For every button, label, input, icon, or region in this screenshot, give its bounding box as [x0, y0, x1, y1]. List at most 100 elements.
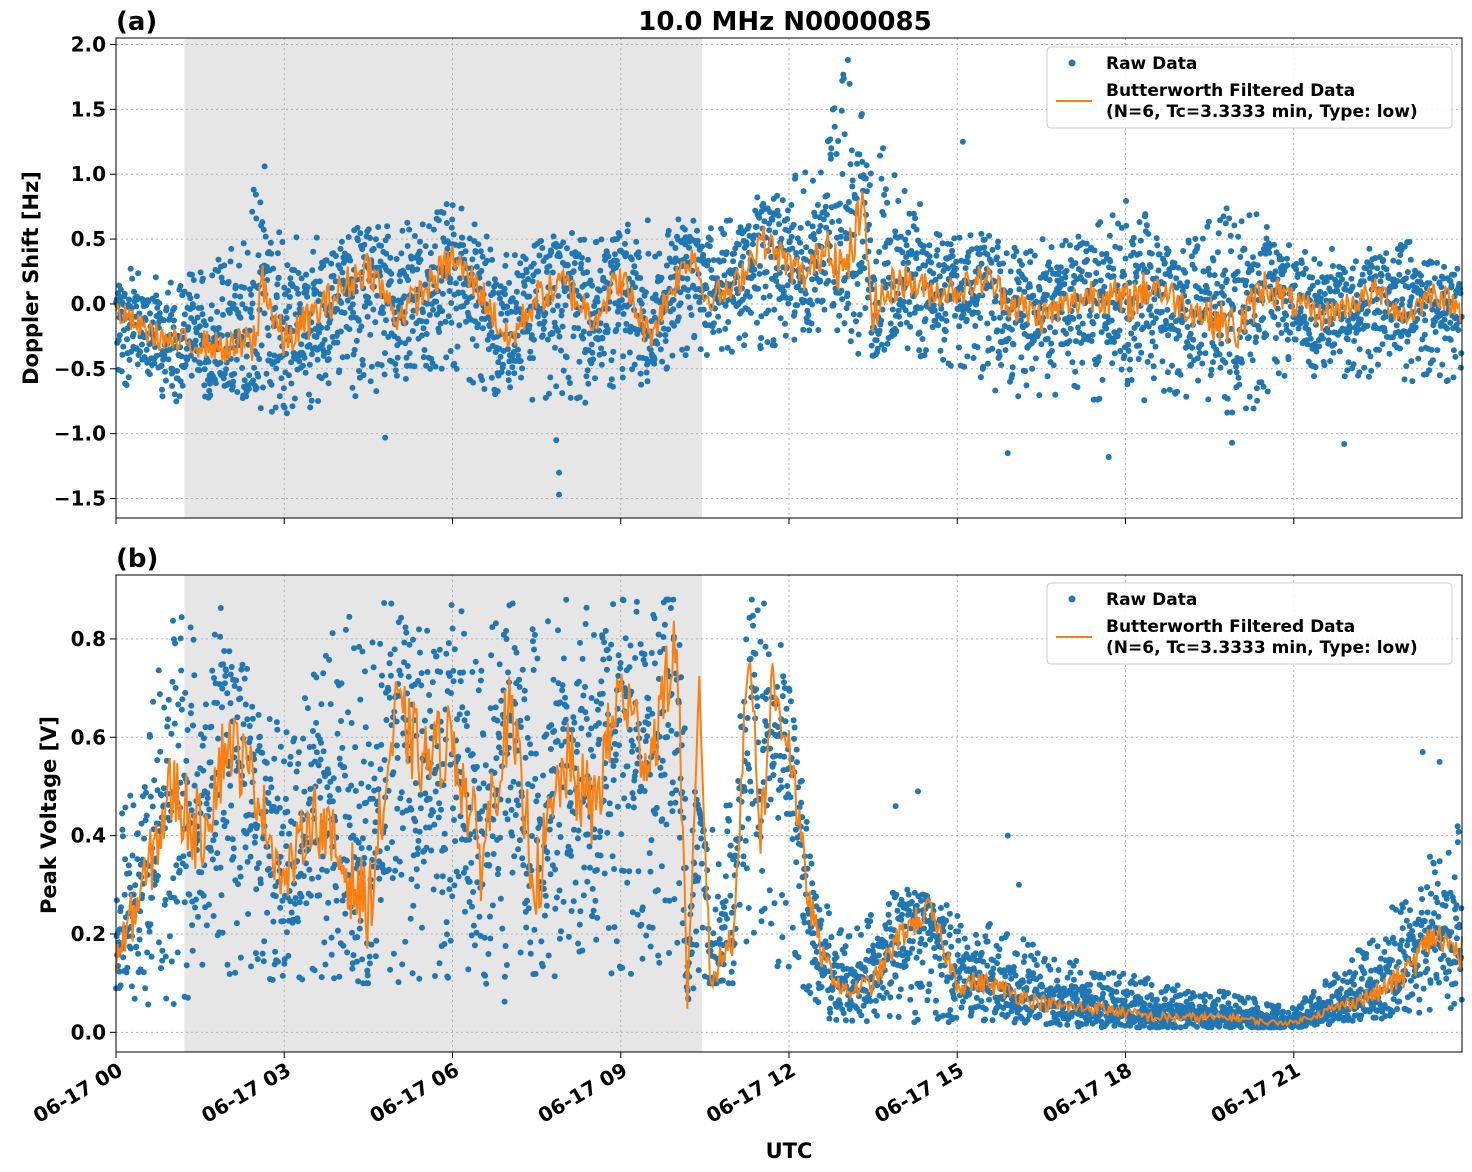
raw-data-point — [350, 351, 357, 358]
raw-data-point — [1283, 322, 1290, 329]
raw-data-point — [1179, 287, 1186, 294]
raw-data-point — [715, 313, 722, 320]
raw-data-point — [200, 735, 207, 742]
raw-data-point — [162, 896, 169, 903]
raw-data-point — [839, 296, 846, 303]
raw-data-point — [550, 307, 557, 314]
y-tick-label: −0.5 — [54, 357, 106, 381]
raw-data-point — [777, 315, 784, 322]
raw-data-point — [447, 348, 454, 354]
raw-data-point — [161, 901, 168, 908]
raw-data-outlier — [1004, 450, 1011, 457]
raw-data-point — [754, 194, 761, 201]
raw-data-point — [590, 753, 597, 760]
raw-data-point — [1016, 286, 1023, 293]
raw-data-point — [295, 270, 302, 276]
raw-data-point — [540, 772, 547, 779]
raw-data-point — [420, 354, 427, 361]
raw-data-point — [541, 318, 548, 325]
raw-data-point — [858, 111, 865, 117]
raw-data-point — [1125, 341, 1132, 348]
raw-data-point — [1156, 251, 1163, 258]
raw-data-point — [943, 317, 950, 324]
raw-data-point — [802, 290, 809, 297]
raw-data-point — [350, 952, 357, 959]
raw-data-point — [583, 715, 590, 722]
raw-data-point — [1166, 386, 1173, 393]
raw-data-point — [560, 239, 567, 246]
raw-data-point — [793, 250, 800, 256]
raw-data-point — [191, 319, 198, 325]
raw-data-point — [1249, 357, 1256, 364]
y-tick-label: 2.0 — [71, 32, 106, 56]
raw-data-point — [115, 337, 122, 344]
raw-data-point — [1187, 330, 1194, 337]
raw-data-point — [882, 186, 889, 193]
raw-data-point — [1188, 253, 1195, 260]
raw-data-point — [1067, 325, 1074, 332]
raw-data-point — [372, 319, 379, 326]
raw-data-point — [874, 345, 881, 352]
raw-data-point — [356, 925, 363, 932]
raw-data-point — [472, 658, 479, 665]
raw-data-point — [1222, 220, 1229, 227]
raw-data-point — [165, 716, 171, 723]
raw-data-point — [194, 314, 201, 321]
raw-data-point — [595, 706, 601, 713]
raw-data-point — [956, 234, 963, 241]
raw-data-point — [443, 919, 450, 926]
raw-data-point — [1394, 278, 1401, 284]
raw-data-point — [901, 188, 908, 194]
legend-filtered-params: (N=6, Tc=3.3333 min, Type: low) — [1106, 102, 1418, 122]
raw-data-point — [1238, 218, 1245, 225]
raw-data-point — [191, 672, 198, 679]
raw-data-point — [524, 715, 531, 722]
raw-data-point — [571, 260, 578, 267]
raw-data-point — [552, 344, 558, 351]
raw-data-point — [593, 936, 600, 943]
raw-data-point — [551, 728, 558, 734]
raw-data-point — [1341, 373, 1348, 380]
raw-data-point — [1173, 275, 1180, 282]
raw-data-point — [1197, 350, 1203, 356]
raw-data-point — [783, 294, 790, 301]
raw-data-point — [1003, 250, 1010, 257]
raw-data-point — [1116, 327, 1123, 334]
raw-data-point — [358, 845, 365, 852]
raw-data-point — [274, 281, 281, 288]
raw-data-point — [1176, 332, 1183, 339]
raw-data-point — [1439, 361, 1446, 368]
raw-data-point — [1426, 280, 1433, 287]
raw-data-point — [282, 308, 289, 315]
raw-data-point — [450, 805, 456, 812]
raw-data-point — [484, 257, 490, 264]
raw-data-point — [175, 701, 182, 708]
raw-data-point — [1254, 262, 1261, 269]
raw-data-point — [483, 233, 490, 240]
raw-data-point — [1099, 376, 1106, 383]
raw-data-point — [448, 300, 455, 306]
raw-data-point — [710, 320, 717, 327]
raw-data-point — [771, 306, 778, 313]
raw-data-point — [525, 276, 532, 282]
raw-data-point — [845, 300, 852, 307]
raw-data-point — [233, 920, 240, 927]
raw-data-point — [1093, 313, 1100, 320]
raw-data-point — [512, 812, 519, 818]
raw-data-point — [635, 249, 642, 256]
raw-data-point — [626, 349, 633, 356]
raw-data-point — [539, 963, 546, 970]
raw-data-point — [229, 383, 236, 390]
raw-data-point — [341, 764, 348, 771]
raw-data-point — [249, 208, 256, 215]
raw-data-point — [700, 306, 707, 313]
raw-data-point — [519, 855, 526, 862]
raw-data-point — [515, 846, 522, 853]
raw-data-point — [1061, 290, 1067, 297]
raw-data-point — [884, 259, 891, 266]
raw-data-point — [555, 293, 562, 299]
raw-data-point — [521, 696, 528, 703]
raw-data-point — [1009, 364, 1016, 371]
raw-data-point — [746, 293, 753, 300]
raw-data-point — [1303, 320, 1310, 327]
